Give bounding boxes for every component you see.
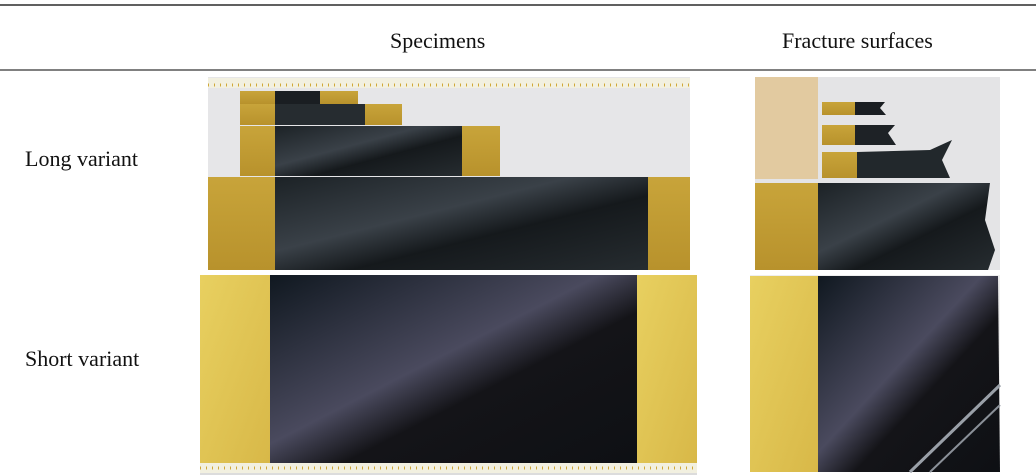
row-label: Short variant xyxy=(25,346,139,372)
long-fracture-photo xyxy=(755,77,1000,270)
short-fracture-photo xyxy=(750,275,1000,472)
long-specimens-photo xyxy=(208,77,690,270)
table-graphics xyxy=(0,0,1036,475)
column-header: Specimens xyxy=(390,28,485,54)
column-header: Fracture surfaces xyxy=(782,28,933,54)
page: Specimens Fracture surfaces Long variant… xyxy=(0,0,1036,475)
row-label: Long variant xyxy=(25,146,138,172)
short-specimens-photo xyxy=(200,275,697,475)
